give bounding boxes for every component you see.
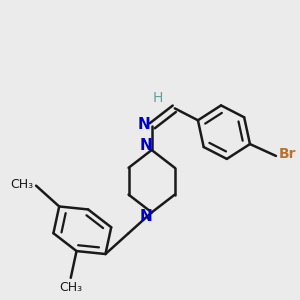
Text: H: H (152, 91, 163, 105)
Text: N: N (140, 138, 152, 153)
Text: CH₃: CH₃ (59, 281, 82, 294)
Text: Br: Br (279, 148, 296, 161)
Text: N: N (140, 209, 152, 224)
Text: N: N (138, 117, 151, 132)
Text: CH₃: CH₃ (10, 178, 33, 191)
